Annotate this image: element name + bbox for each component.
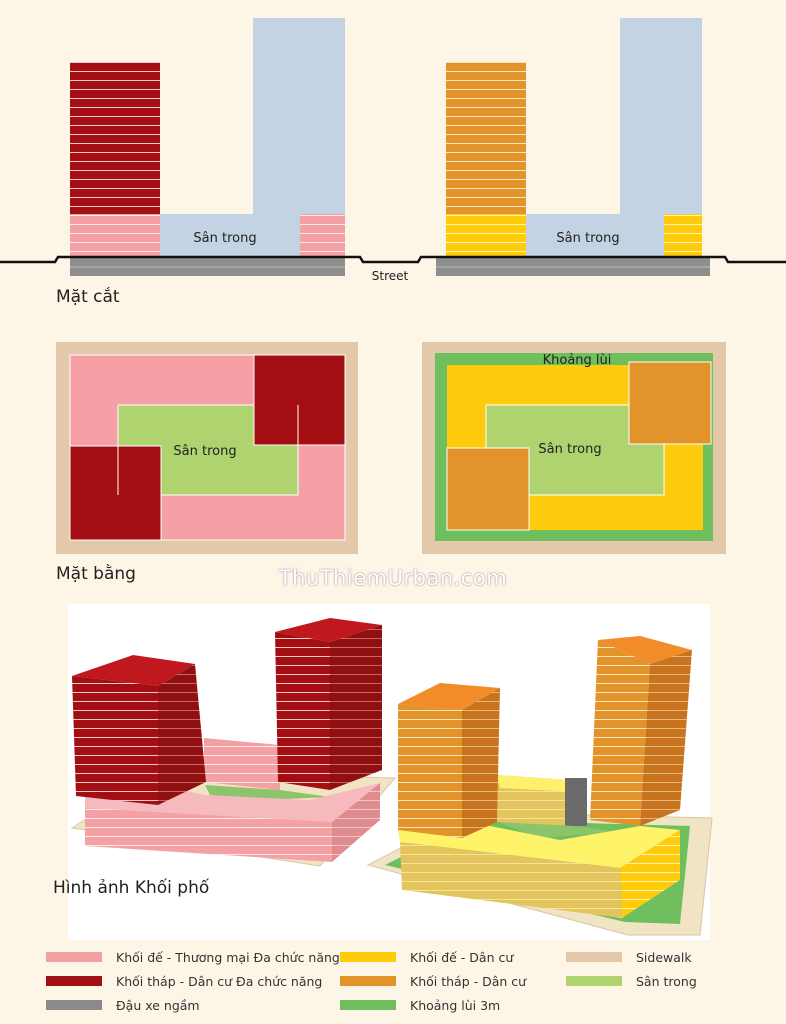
podium-section-right-right	[664, 214, 702, 256]
tower-massing-left-b-top	[275, 618, 382, 642]
tower-massing-right-b-top	[598, 636, 692, 664]
tower-massing-right-a-top	[398, 683, 500, 710]
legend-label: Đậu xe ngầm	[116, 997, 200, 1013]
legend-item-parking: Đậu xe ngầm	[46, 994, 200, 1016]
tower-massing-right-b-side	[640, 650, 692, 826]
legend-item-podium-commercial: Khối đế - Thương mại Đa chức năng	[46, 946, 340, 968]
legend-label: Khối tháp - Dân cư	[410, 973, 527, 989]
legend-label: Khối tháp - Dân cư Đa chức năng	[116, 973, 323, 989]
legend-label: Khối đế - Thương mại Đa chức năng	[116, 949, 340, 965]
legend-swatch	[340, 1000, 396, 1010]
massing-left	[70, 618, 397, 867]
legend-swatch	[566, 952, 622, 962]
courtyard-section-right	[526, 214, 666, 256]
tower-outline-section-left	[253, 18, 345, 214]
podium-massing-left-back	[204, 738, 280, 790]
tower-massing-left-b-front	[275, 632, 330, 790]
courtyard-section-left	[160, 214, 300, 256]
street-label: Street	[372, 269, 409, 283]
tower-massing-right-a-side	[462, 688, 500, 838]
legend-swatch	[46, 976, 102, 986]
tower-section-right	[446, 62, 526, 214]
courtyard-label-section-left: Sân trong	[193, 231, 256, 246]
legend-swatch	[46, 952, 102, 962]
podium-massing-left-side	[332, 783, 380, 862]
tower-section-left	[70, 62, 160, 214]
tower-plan-left-a	[253, 354, 346, 446]
plan-right	[422, 342, 726, 554]
legend-swatch	[46, 1000, 102, 1010]
courtyard-label-plan-right: Sân trong	[538, 442, 601, 457]
legend-item-tower-residential: Khối tháp - Dân cư	[340, 970, 526, 992]
setback-label: Khoảng lùi	[543, 353, 612, 368]
legend-label: Sân trong	[636, 973, 697, 989]
legend-item-setback: Khoảng lùi 3m	[340, 994, 500, 1016]
massing-right	[366, 636, 713, 936]
legend-swatch	[340, 952, 396, 962]
courtyard-label-section-right: Sân trong	[556, 231, 619, 246]
section-title: Mặt cắt	[56, 286, 120, 307]
tower-massing-left-a-top	[72, 655, 195, 686]
podium-massing-right-back-top	[497, 775, 575, 792]
plan-left	[56, 342, 358, 554]
legend-item-tower-mixed: Khối tháp - Dân cư Đa chức năng	[46, 970, 322, 992]
ground-line	[0, 255, 786, 264]
legend-item-courtyard: Sân trong	[566, 970, 697, 992]
legend-item-sidewalk: Sidewalk	[566, 946, 692, 968]
tower-plan-right-a	[628, 361, 712, 445]
tower-massing-left-a-front	[72, 676, 158, 805]
podium-massing-right-front	[400, 842, 622, 918]
courtyard-massing-left	[205, 785, 330, 800]
podium-section-left-right	[300, 214, 345, 256]
section-left	[70, 18, 345, 276]
legend-label: Sidewalk	[636, 949, 692, 965]
watermark: ThuThiemUrban.com	[278, 566, 508, 590]
section-right	[436, 18, 710, 276]
podium-massing-left-front	[85, 808, 332, 862]
podium-section-left	[70, 214, 160, 256]
courtyard-massing-right	[497, 822, 620, 838]
legend: Khối đế - Thương mại Đa chức năng Khối t…	[0, 940, 786, 1024]
tower-massing-left-b-side	[330, 625, 382, 790]
podium-massing-right-top	[398, 825, 680, 868]
tower-outline-section-right	[620, 18, 702, 214]
podium-section-right	[446, 214, 526, 256]
podium-massing-right-side	[620, 830, 680, 918]
tower-plan-left-b	[69, 445, 162, 541]
massing-title: Hình ảnh Khối phố	[53, 877, 210, 898]
tower-massing-right-a-front	[398, 704, 462, 838]
tower-massing-left-a-side	[158, 664, 206, 805]
legend-item-podium-residential: Khối đế - Dân cư	[340, 946, 513, 968]
tower-massing-right-b-front	[590, 640, 650, 826]
podium-massing-right-back-dark	[565, 778, 587, 826]
legend-swatch	[566, 976, 622, 986]
plan-title: Mặt bằng	[56, 563, 136, 584]
legend-label: Khối đế - Dân cư	[410, 949, 514, 965]
courtyard-label-plan-left: Sân trong	[173, 444, 236, 459]
tower-plan-right-b	[446, 447, 530, 531]
legend-label: Khoảng lùi 3m	[410, 997, 501, 1013]
legend-swatch	[340, 976, 396, 986]
